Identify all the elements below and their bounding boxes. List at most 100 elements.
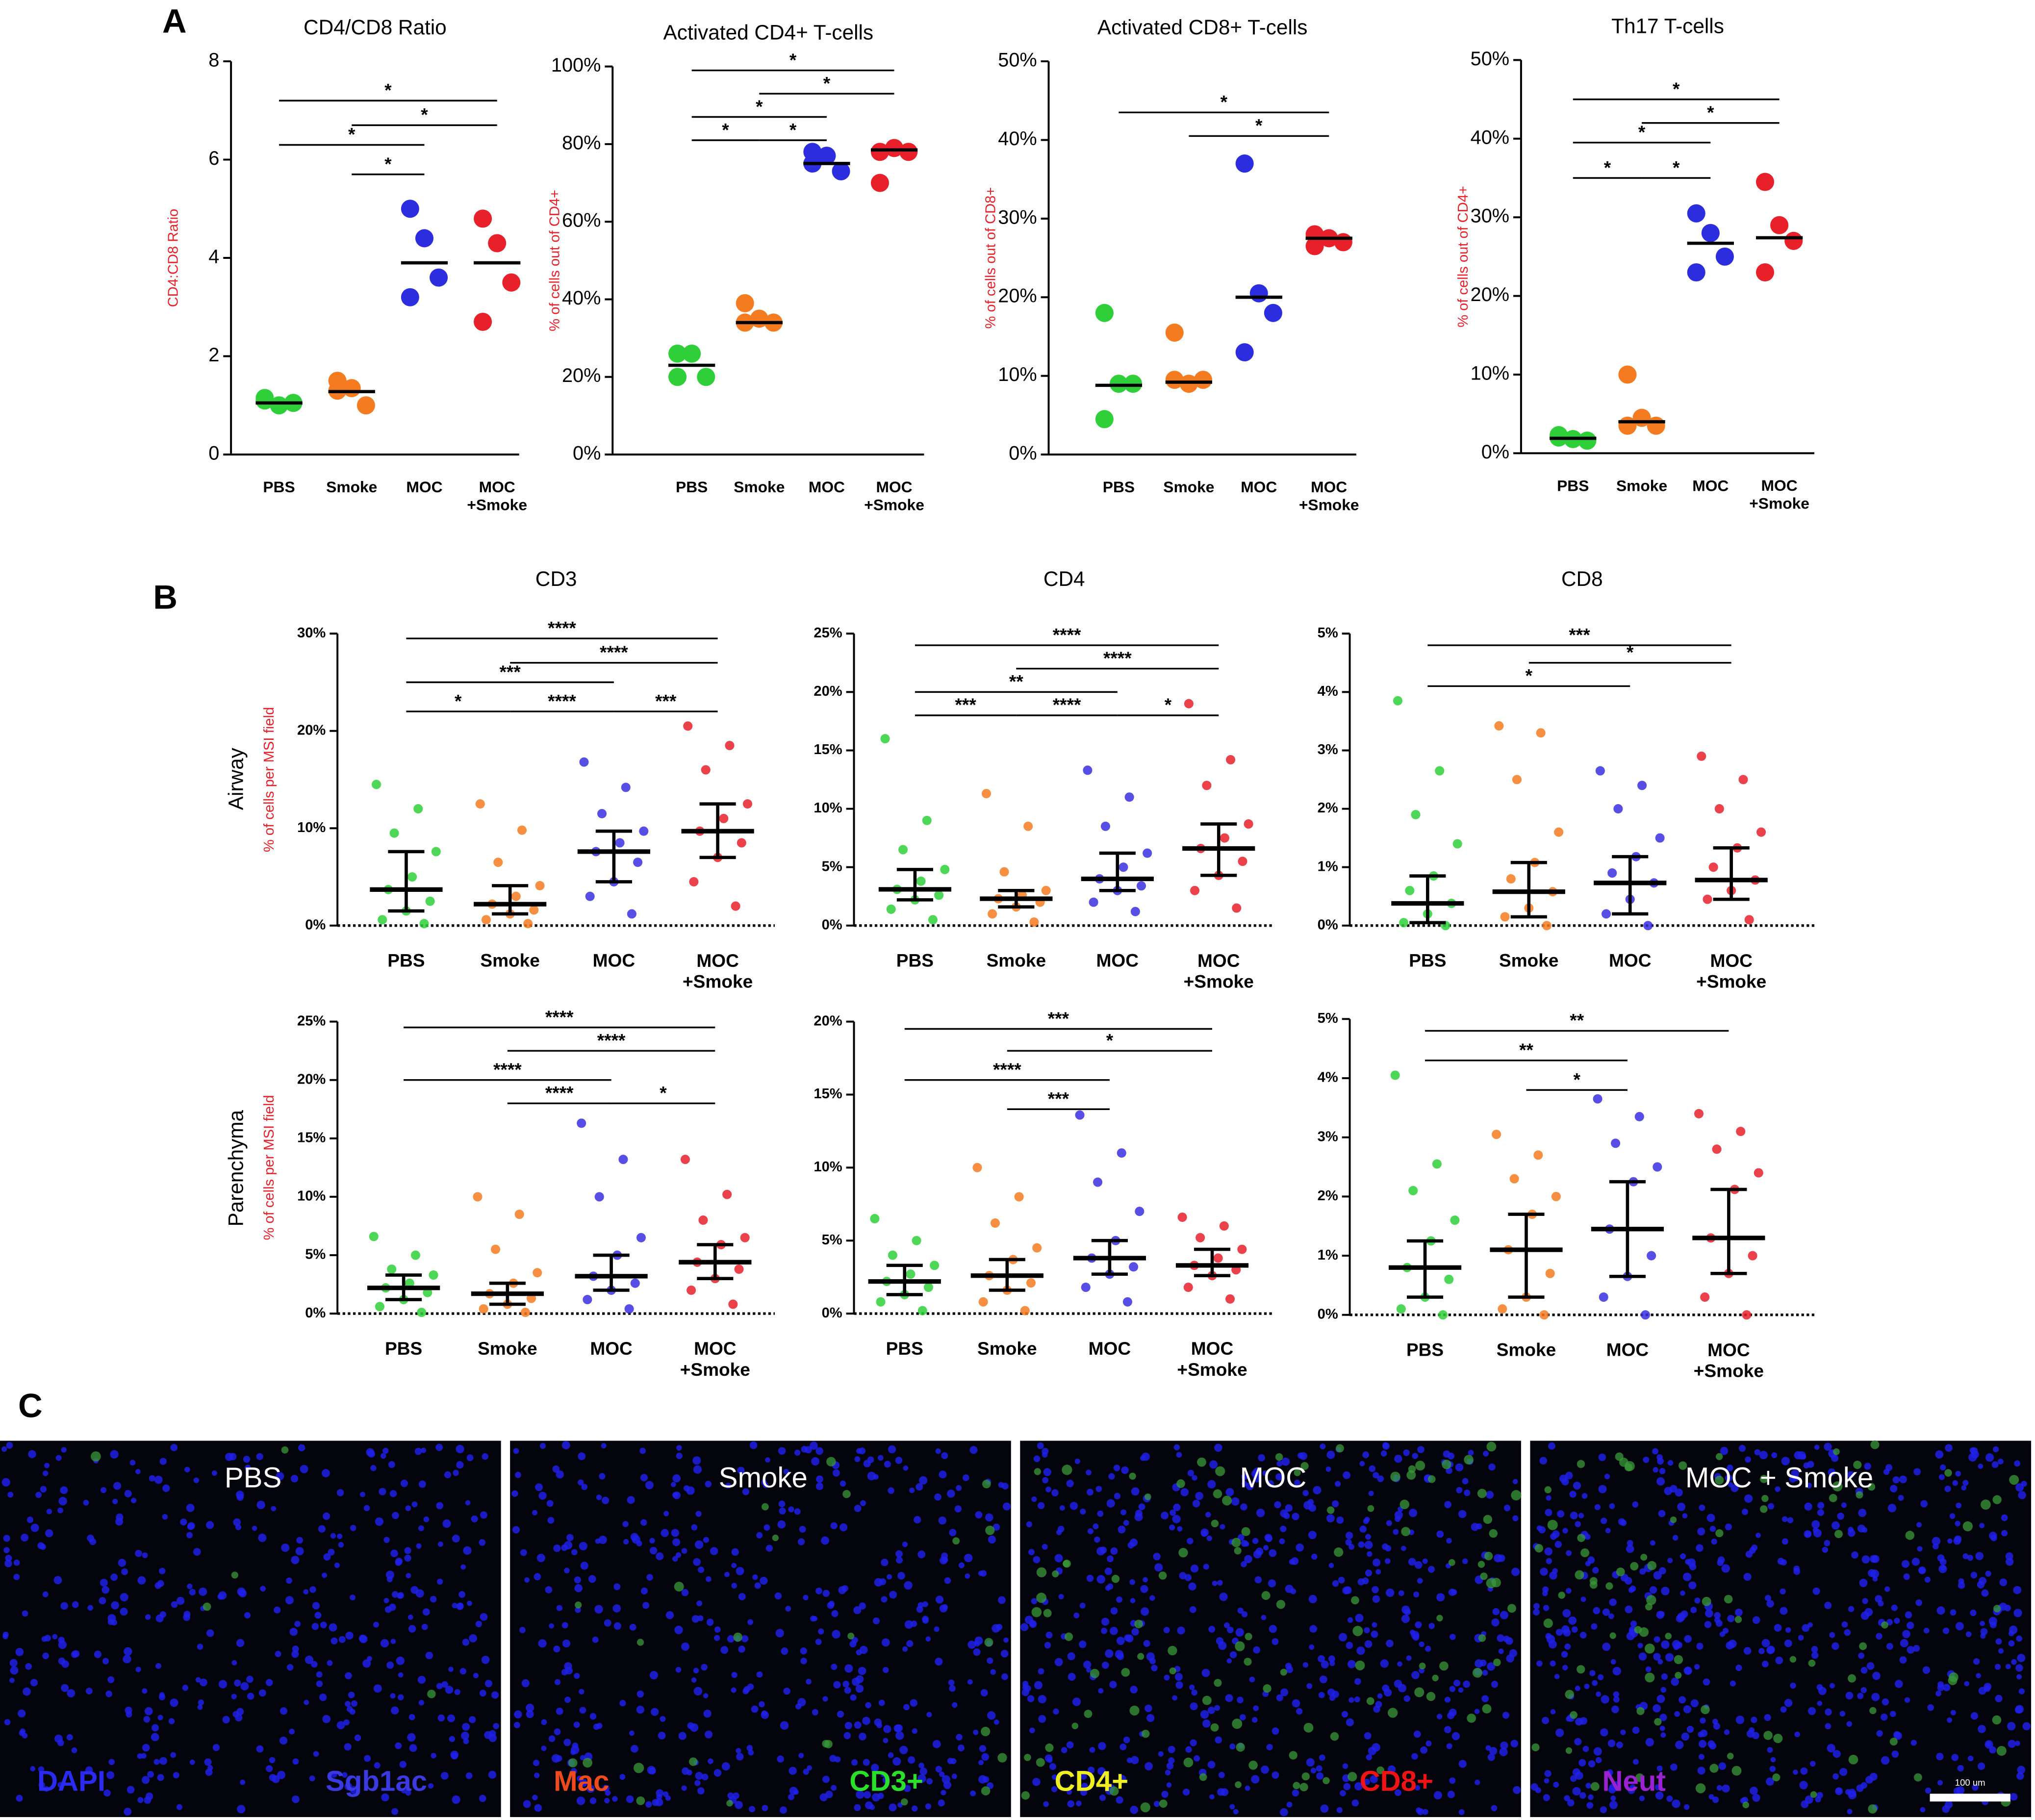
nucleus (877, 1455, 884, 1461)
nucleus (586, 1785, 595, 1793)
significance-label: * (1165, 694, 1172, 715)
image-title: Smoke (719, 1462, 808, 1493)
nucleus (1145, 1762, 1153, 1770)
nucleus (1716, 1785, 1723, 1791)
nucleus (1561, 1651, 1568, 1658)
nucleus (1661, 1673, 1668, 1680)
x-tick-label: MOC (1609, 950, 1651, 971)
nucleus (2022, 1722, 2031, 1731)
nucleus (1572, 1787, 1581, 1795)
nucleus (917, 1550, 926, 1559)
stained-cell (1366, 1697, 1374, 1705)
nucleus (135, 1468, 141, 1474)
nucleus (649, 1546, 658, 1555)
nucleus (318, 1525, 326, 1533)
nucleus (94, 1650, 102, 1658)
nucleus (1567, 1799, 1575, 1807)
nucleus (1768, 1503, 1775, 1510)
nucleus (1107, 1555, 1114, 1563)
nucleus (897, 1572, 905, 1580)
nucleus (1841, 1621, 1848, 1628)
stained-cell (281, 1446, 289, 1454)
nucleus (247, 1693, 254, 1700)
y-tick-label: 40% (1471, 126, 1509, 148)
nucleus (1965, 1631, 1972, 1637)
stained-cell (1367, 1505, 1374, 1512)
nucleus (842, 1680, 850, 1688)
nucleus (1372, 1586, 1379, 1593)
nucleus (186, 1503, 195, 1512)
stained-cell (1609, 1632, 1616, 1639)
nucleus (1918, 1567, 1925, 1574)
nucleus (693, 1558, 701, 1566)
nucleus (404, 1547, 411, 1554)
nucleus (1345, 1539, 1352, 1546)
nucleus (656, 1794, 662, 1800)
nucleus (746, 1744, 753, 1751)
nucleus (118, 1559, 127, 1567)
nucleus (303, 1589, 309, 1594)
nucleus (218, 1680, 228, 1689)
significance-label: * (1574, 1069, 1581, 1089)
data-point (1618, 365, 1637, 384)
nucleus (941, 1452, 948, 1460)
nucleus (1569, 1491, 1577, 1498)
nucleus (323, 1553, 331, 1561)
nucleus (798, 1752, 804, 1758)
nucleus (1425, 1740, 1432, 1746)
nucleus (452, 1602, 458, 1609)
data-point (1494, 721, 1504, 731)
nucleus (1910, 1740, 1917, 1746)
nucleus (1568, 1616, 1577, 1625)
stained-cell (1724, 1594, 1733, 1604)
x-tick-label: Smoke (987, 950, 1046, 971)
data-point (734, 1264, 744, 1274)
data-point (1020, 1306, 1030, 1315)
significance-label: * (789, 119, 797, 140)
nucleus (21, 1534, 29, 1542)
nucleus (397, 1694, 404, 1701)
data-point (1755, 173, 1775, 191)
nucleus (675, 1667, 682, 1673)
nucleus (1600, 1806, 1607, 1814)
nucleus (649, 1671, 659, 1680)
nucleus (1047, 1757, 1053, 1763)
nucleus (298, 1444, 305, 1452)
nucleus (1116, 1796, 1123, 1804)
text-line: +Smoke (467, 496, 527, 514)
nucleus (1187, 1469, 1195, 1477)
nucleus (30, 1766, 36, 1771)
nucleus (1616, 1742, 1623, 1748)
nucleus (736, 1748, 741, 1754)
nucleus (1001, 1673, 1008, 1680)
nucleus (130, 1497, 137, 1503)
nucleus (1341, 1711, 1348, 1718)
nucleus (1938, 1474, 1945, 1480)
nucleus (1793, 1769, 1798, 1775)
nucleus (1290, 1588, 1297, 1594)
stained-cell (203, 1602, 211, 1611)
nucleus (1555, 1628, 1563, 1636)
nucleus (1328, 1563, 1334, 1568)
nucleus (1755, 1533, 1761, 1538)
x-tick-label: PBS (886, 1338, 923, 1359)
nucleus (856, 1675, 864, 1683)
nucleus (1207, 1761, 1216, 1769)
nucleus (1714, 1612, 1721, 1619)
data-point (1653, 1162, 1662, 1172)
stained-cell (1129, 1705, 1140, 1716)
nucleus (1801, 1800, 1809, 1808)
nucleus (1354, 1678, 1361, 1685)
nucleus (2005, 1664, 2011, 1669)
data-point (270, 396, 288, 415)
nucleus (1749, 1727, 1755, 1733)
nucleus (1562, 1665, 1568, 1670)
nucleus (199, 1587, 207, 1596)
nucleus (1131, 1628, 1139, 1636)
nucleus (934, 1493, 941, 1501)
nucleus (1340, 1790, 1346, 1796)
nucleus (28, 1450, 36, 1459)
nucleus (956, 1485, 962, 1491)
nucleus (256, 1745, 264, 1753)
nucleus (1377, 1475, 1384, 1482)
